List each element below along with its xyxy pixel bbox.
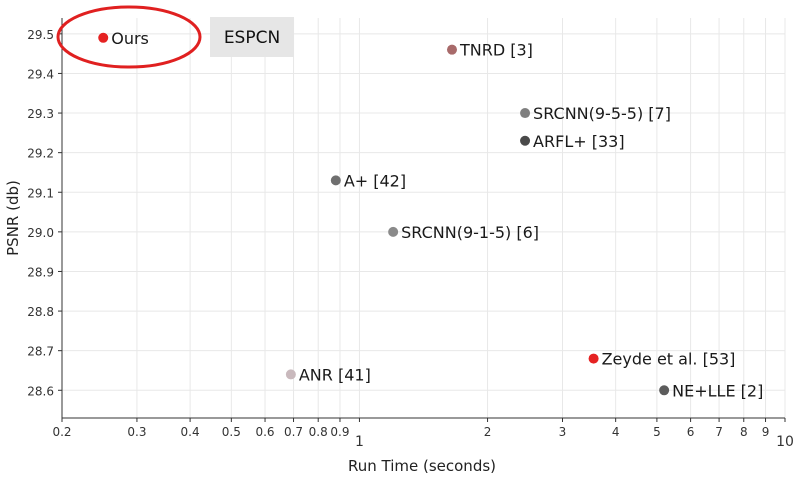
point-label-a-42: A+ [42]: [344, 171, 406, 190]
point-anr-41: [285, 369, 296, 380]
point-label-ours: Ours: [111, 29, 149, 48]
x-tick-label: 7: [715, 425, 723, 439]
y-tick-label: 29.3: [27, 107, 54, 121]
x-tick-label: 0.3: [127, 425, 146, 439]
ours-highlight-ellipse: [56, 5, 202, 69]
x-tick-label: 4: [612, 425, 620, 439]
x-tick-label: 8: [740, 425, 748, 439]
espcn-annotation-label: ESPCN: [224, 28, 280, 48]
point-ne-lle-2: [659, 385, 670, 396]
y-axis-title: PSNR (db): [4, 180, 22, 256]
x-tick-label: 0.7: [284, 425, 303, 439]
x-axis-ticks: 0.2 0.3 0.4 0.5 0.6 0.7 0.8 0.9 1 2 3 4 5 6 7 8 9 10: [52, 418, 794, 450]
point-label-tnrd-3: TNRD [3]: [459, 41, 533, 60]
point-label-srcnn-9-5-5-7: SRCNN(9-5-5) [7]: [533, 104, 671, 123]
x-axis-title: Run Time (seconds): [348, 457, 496, 475]
point-zeyde-et-al-53: [588, 353, 599, 364]
y-tick-label: 28.8: [27, 305, 54, 319]
point-label-anr-41: ANR [41]: [299, 365, 371, 384]
x-tick-label: 0.6: [255, 425, 274, 439]
y-tick-label: 29.0: [27, 226, 54, 240]
x-tick-label: 6: [687, 425, 695, 439]
y-tick-label: 29.1: [27, 186, 54, 200]
x-tick-label: 10: [776, 434, 794, 450]
point-arfl-33: [520, 135, 531, 146]
x-tick-label: 0.2: [52, 425, 71, 439]
y-tick-label: 28.6: [27, 384, 54, 398]
point-srcnn-9-1-5-6: [388, 226, 399, 237]
data-points: Ours TNRD [3] SRCNN(9-5-5) [7] ARFL+ [33] A+…: [98, 29, 763, 400]
x-tick-label: 3: [559, 425, 567, 439]
y-tick-label: 29.4: [27, 67, 54, 81]
y-axis-ticks: 28.6 28.7 28.8 28.9 29.0 29.1 29.2 29.3 29.4 29.5: [27, 28, 62, 398]
y-tick-label: 28.9: [27, 265, 54, 279]
y-tick-label: 29.2: [27, 147, 54, 161]
espcn-annotation-box: [210, 17, 294, 57]
point-label-srcnn-9-1-5-6: SRCNN(9-1-5) [6]: [401, 223, 539, 242]
x-tick-label: 2: [484, 425, 492, 439]
annotation: ESPCN: [210, 17, 294, 57]
point-srcnn-9-5-5-7: [520, 108, 531, 119]
x-tick-label: 0.8: [309, 425, 328, 439]
x-tick-label: 9: [762, 425, 770, 439]
point-tnrd-3: [446, 44, 457, 55]
x-tick-label: 1: [355, 434, 364, 450]
x-tick-label: 5: [653, 425, 661, 439]
x-tick-label: 0.9: [330, 425, 349, 439]
point-ours: [98, 32, 109, 43]
point-label-zeyde-et-al-53: Zeyde et al. [53]: [602, 350, 736, 369]
y-tick-label: 28.7: [27, 345, 54, 359]
point-a-42: [330, 175, 341, 186]
point-label-arfl-33: ARFL+ [33]: [533, 132, 625, 151]
point-label-ne-lle-2: NE+LLE [2]: [672, 381, 763, 400]
x-tick-label: 0.5: [222, 425, 241, 439]
y-tick-label: 29.5: [27, 28, 54, 42]
x-tick-label: 0.4: [181, 425, 200, 439]
grid: [62, 18, 786, 418]
